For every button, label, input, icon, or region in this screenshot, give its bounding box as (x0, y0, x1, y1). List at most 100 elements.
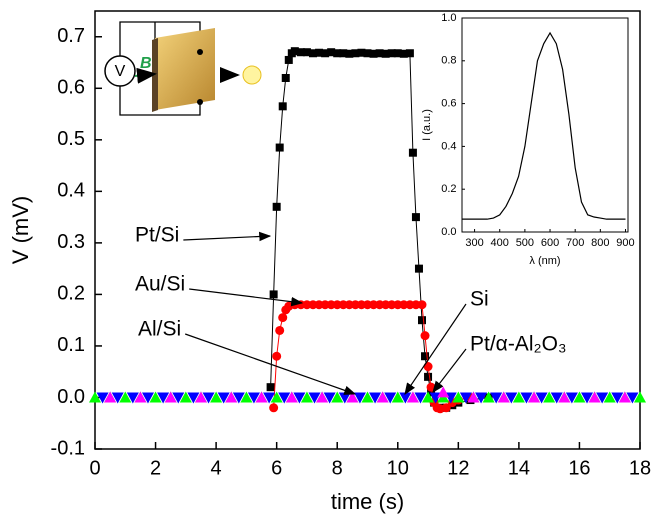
marker (202, 392, 215, 404)
marker (210, 391, 223, 403)
voltmeter-label: V (115, 63, 126, 80)
marker (399, 392, 412, 404)
marker (296, 48, 305, 57)
marker (323, 392, 336, 404)
marker (275, 143, 284, 152)
marker (339, 49, 348, 58)
marker (391, 391, 404, 403)
label-arrow (404, 303, 467, 395)
marker (399, 49, 408, 58)
marker (423, 362, 433, 372)
marker (414, 264, 423, 273)
marker (269, 403, 279, 413)
marker (345, 49, 354, 58)
marker (418, 316, 426, 325)
marker (327, 48, 336, 57)
marker (411, 213, 420, 222)
y-tick-label: 0.2 (441, 183, 456, 195)
y-tick-label: 0.3 (57, 231, 85, 253)
y-tick-label: 0.7 (57, 25, 85, 47)
marker (164, 391, 177, 403)
x-tick-label: 14 (508, 457, 530, 479)
sample-film (155, 28, 215, 110)
marker (475, 392, 488, 404)
marker (263, 392, 276, 404)
x-tick-label: 12 (447, 457, 469, 479)
marker (300, 391, 313, 403)
series-label: Pt/Si (135, 224, 179, 247)
marker (357, 48, 366, 57)
x-tick-label: 700 (566, 237, 584, 249)
plot-frame (461, 17, 629, 233)
marker (596, 392, 609, 404)
marker (417, 300, 427, 310)
marker (376, 391, 389, 403)
x-tick-label: 0 (89, 457, 100, 479)
marker (278, 392, 291, 404)
marker (194, 391, 207, 403)
marker (381, 49, 390, 58)
marker (393, 49, 402, 58)
marker (96, 392, 109, 404)
marker (420, 331, 430, 341)
marker (588, 391, 601, 403)
marker (333, 49, 342, 58)
marker (482, 391, 495, 403)
marker (618, 391, 631, 403)
marker (290, 47, 299, 56)
label-arrow (432, 348, 467, 393)
y-tick-label: 0.6 (441, 98, 456, 110)
marker (369, 49, 378, 58)
x-tick-label: 8 (332, 457, 343, 479)
x-tick-label: 6 (271, 457, 282, 479)
schematic: V B (104, 21, 262, 116)
x-tick-label: 900 (616, 237, 634, 249)
label-arrow (184, 333, 357, 395)
marker (266, 383, 275, 392)
marker (316, 391, 329, 403)
marker (134, 391, 147, 403)
marker (284, 55, 293, 64)
x-tick-label: 4 (211, 457, 222, 479)
marker (558, 391, 571, 403)
marker (565, 392, 578, 404)
series-label: Pt/α-Al₂O₃ (470, 333, 567, 356)
y-tick-label: 0.5 (57, 128, 85, 150)
marker (550, 392, 563, 404)
marker (422, 391, 435, 403)
marker (626, 392, 639, 404)
marker (338, 392, 351, 404)
marker (272, 202, 281, 211)
marker (512, 391, 525, 403)
marker (581, 392, 594, 404)
x-tick-label: 2 (150, 457, 161, 479)
x-tick-label: 600 (541, 237, 559, 249)
marker (346, 391, 359, 403)
x-tick-label: 300 (465, 237, 483, 249)
marker (157, 392, 170, 404)
marker (467, 391, 480, 403)
marker (232, 392, 245, 404)
marker (293, 392, 306, 404)
marker (603, 391, 616, 403)
marker (528, 391, 541, 403)
marker (308, 392, 321, 404)
marker (387, 49, 396, 58)
y-tick-label: 0.4 (441, 140, 456, 152)
x-axis-title: time (s) (331, 489, 404, 514)
series-label: Au/Si (135, 273, 185, 296)
marker (490, 392, 503, 404)
marker (634, 391, 646, 403)
y-tick-label: 0.8 (441, 55, 456, 67)
field-label: B (140, 55, 152, 72)
label-arrow (183, 231, 272, 242)
marker (126, 392, 139, 404)
marker (353, 392, 366, 404)
marker (240, 391, 253, 403)
y-tick-label: 0.6 (57, 77, 85, 99)
y-tick-label: 1.0 (441, 12, 456, 24)
marker (278, 313, 288, 323)
marker (611, 392, 624, 404)
marker (272, 351, 282, 361)
